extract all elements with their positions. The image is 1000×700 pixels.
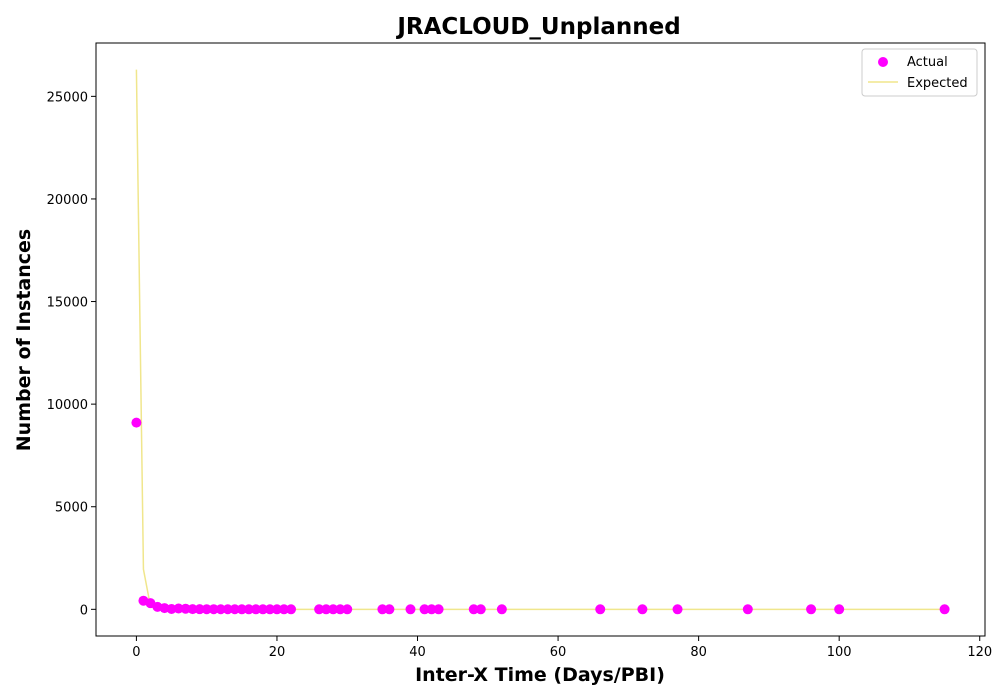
legend-box (861, 48, 978, 97)
actual-point (595, 604, 606, 615)
plot-frame (95, 42, 986, 637)
actual-point (433, 604, 444, 615)
y-axis: 0 5000 10000 15000 20000 25000 (47, 90, 96, 618)
actual-point (384, 604, 395, 615)
y-tick-label: 0 (80, 603, 88, 618)
legend-expected-label: Expected (907, 76, 968, 91)
actual-point (264, 604, 275, 615)
actual-point (243, 604, 254, 615)
x-axis: 0 20 40 60 80 100 120 (132, 636, 992, 660)
actual-point (496, 604, 507, 615)
actual-point (314, 604, 325, 615)
actual-point (236, 604, 247, 615)
x-tick-label: 120 (967, 645, 992, 660)
y-tick-label: 15000 (47, 296, 88, 311)
actual-point (208, 604, 219, 615)
actual-point (321, 604, 332, 615)
legend-actual-marker (878, 57, 888, 67)
y-tick-label: 10000 (47, 398, 88, 413)
actual-point (419, 604, 430, 615)
actual-point (806, 604, 817, 615)
actual-point (834, 604, 845, 615)
actual-point (187, 604, 198, 615)
actual-point (215, 604, 226, 615)
actual-point (250, 604, 261, 615)
legend: Actual Expected (861, 48, 978, 97)
actual-point (194, 604, 205, 615)
y-tick-label: 5000 (55, 501, 88, 516)
actual-point (742, 604, 753, 615)
x-axis-label: Inter-X Time (Days/PBI) (415, 664, 665, 686)
x-tick-label: 80 (690, 645, 707, 660)
legend-actual-label: Actual (907, 55, 948, 70)
actual-point (201, 604, 212, 615)
actual-point (229, 604, 240, 615)
actual-point (468, 604, 479, 615)
actual-point (335, 604, 346, 615)
actual-point (342, 604, 353, 615)
actual-point (405, 604, 416, 615)
actual-point (278, 604, 289, 615)
actual-point (271, 604, 282, 615)
actual-point (637, 604, 648, 615)
actual-point (286, 604, 297, 615)
actual-point (257, 604, 268, 615)
actual-point (672, 604, 683, 615)
x-tick-label: 60 (550, 645, 567, 660)
actual-point (377, 604, 388, 615)
actual-point (939, 604, 950, 615)
actual-point (475, 604, 486, 615)
actual-point (328, 604, 339, 615)
x-tick-label: 40 (409, 645, 426, 660)
y-tick-label: 25000 (47, 90, 88, 105)
y-axis-label: Number of Instances (13, 229, 35, 451)
x-tick-label: 0 (132, 645, 140, 660)
x-tick-label: 20 (269, 645, 286, 660)
x-tick-label: 100 (827, 645, 852, 660)
actual-point (131, 417, 142, 428)
actual-point (426, 604, 437, 615)
chart-title: JRACLOUD_Unplanned (395, 14, 680, 40)
y-tick-label: 20000 (47, 193, 88, 208)
actual-point (173, 603, 184, 614)
actual-point (222, 604, 233, 615)
